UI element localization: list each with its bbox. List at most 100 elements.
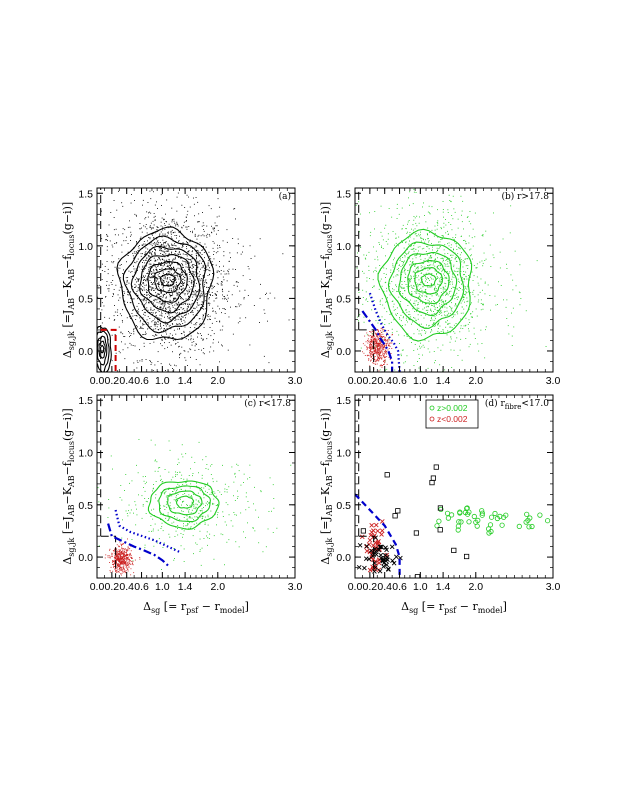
data-point — [171, 262, 173, 263]
data-point — [208, 234, 210, 235]
data-point — [436, 307, 438, 308]
data-point — [366, 332, 368, 334]
data-point — [179, 235, 180, 237]
data-point — [105, 296, 107, 297]
x-tick-label: 0.2 — [363, 375, 378, 387]
data-point — [445, 260, 447, 261]
data-point — [385, 300, 387, 302]
data-point — [206, 236, 208, 238]
data-point — [164, 242, 165, 244]
data-point — [136, 514, 138, 516]
data-point — [190, 311, 192, 313]
data-point — [165, 213, 166, 215]
data-point — [163, 302, 165, 304]
data-point — [175, 343, 177, 344]
data-point — [166, 296, 167, 298]
data-point — [127, 291, 128, 293]
data-point — [396, 286, 397, 288]
data-point — [176, 237, 177, 239]
data-point — [176, 210, 178, 212]
data-point — [206, 464, 208, 465]
data-point — [168, 253, 170, 255]
data-point — [422, 293, 424, 295]
data-point — [371, 353, 373, 355]
data-point — [160, 221, 162, 223]
data-point — [465, 292, 467, 294]
data-point — [146, 289, 147, 291]
data-point — [141, 227, 142, 229]
contour-line — [398, 252, 458, 317]
data-point — [148, 269, 149, 271]
data-point — [186, 246, 187, 247]
data-point — [159, 247, 161, 249]
data-point — [443, 331, 444, 333]
data-point — [377, 350, 378, 352]
data-point — [160, 314, 162, 316]
data-point — [116, 311, 118, 313]
data-point — [455, 260, 457, 262]
data-point — [374, 348, 376, 349]
data-point — [191, 279, 193, 281]
data-point — [217, 283, 219, 285]
contour-line — [139, 254, 195, 314]
data-point — [428, 325, 430, 327]
data-point — [408, 243, 410, 245]
data-point — [201, 335, 202, 336]
data-point — [179, 323, 181, 325]
data-point — [444, 311, 446, 312]
data-point — [425, 309, 427, 311]
data-point — [158, 276, 160, 277]
data-point — [158, 257, 160, 259]
data-point — [182, 298, 184, 300]
data-point — [379, 353, 380, 355]
data-point — [127, 563, 129, 565]
data-point — [168, 306, 170, 308]
data-point — [171, 251, 173, 253]
data-point — [131, 480, 133, 482]
data-point — [171, 316, 173, 317]
data-point — [173, 297, 175, 299]
data-point — [125, 240, 127, 242]
data-point — [142, 299, 144, 301]
data-point — [371, 309, 373, 311]
data-point — [454, 211, 456, 213]
data-point — [369, 355, 371, 357]
data-point — [242, 251, 243, 253]
data-point — [120, 332, 122, 334]
data-point — [158, 272, 160, 274]
data-point — [187, 284, 189, 286]
data-point — [382, 355, 384, 357]
data-point — [171, 229, 173, 231]
data-point — [472, 258, 473, 260]
data-point — [422, 238, 424, 240]
data-point — [212, 264, 214, 266]
data-point — [142, 289, 144, 291]
data-point — [126, 565, 127, 567]
data-point — [210, 491, 212, 493]
data-point — [118, 546, 120, 548]
data-point — [421, 346, 423, 348]
data-point — [113, 560, 115, 562]
data-point — [108, 284, 110, 286]
data-point — [259, 238, 261, 240]
data-point — [192, 264, 193, 266]
data-point — [436, 289, 438, 291]
data-point — [405, 253, 407, 254]
data-point — [173, 329, 175, 331]
data-point — [368, 358, 370, 360]
data-point — [167, 262, 169, 264]
data-point — [467, 323, 469, 325]
data-point — [210, 335, 212, 337]
data-point — [209, 318, 210, 320]
series-3 — [362, 320, 393, 372]
data-point — [445, 283, 447, 285]
data-point — [463, 281, 465, 283]
data-point — [181, 474, 183, 476]
data-point — [142, 505, 144, 507]
data-point — [212, 247, 214, 249]
data-point — [237, 282, 239, 283]
data-point — [367, 340, 369, 341]
data-point — [457, 270, 459, 272]
data-point — [204, 243, 206, 245]
data-point — [186, 214, 188, 216]
